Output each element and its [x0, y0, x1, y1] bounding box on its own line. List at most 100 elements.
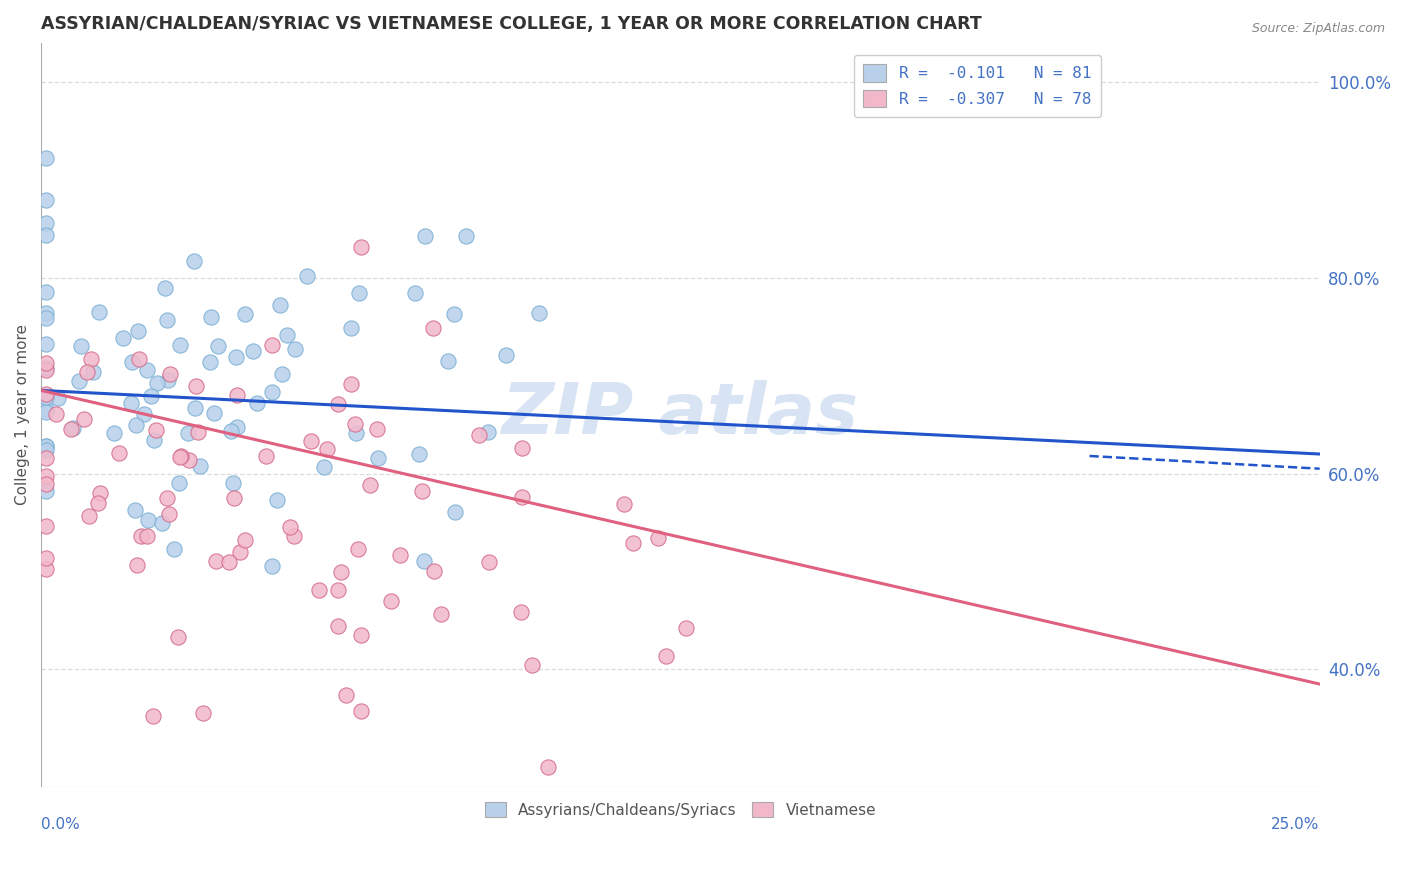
- Point: [35, 469, 58, 483]
- Point: [146, 376, 169, 391]
- Point: [367, 450, 389, 465]
- Point: [343, 417, 366, 431]
- Point: [339, 321, 361, 335]
- Point: [413, 229, 436, 244]
- Point: [443, 307, 465, 321]
- Point: [316, 442, 339, 456]
- Point: [198, 355, 221, 369]
- Point: [262, 385, 284, 400]
- Point: [284, 342, 307, 356]
- Point: [233, 533, 256, 547]
- Point: [454, 228, 477, 243]
- Point: [411, 483, 433, 498]
- Point: [183, 253, 205, 268]
- Text: 0.0%: 0.0%: [41, 817, 80, 832]
- Point: [467, 428, 489, 442]
- Point: [107, 446, 129, 460]
- Point: [112, 331, 135, 345]
- Point: [127, 324, 149, 338]
- Point: [207, 339, 229, 353]
- Point: [87, 496, 110, 510]
- Point: [169, 450, 191, 464]
- Point: [242, 343, 264, 358]
- Text: 25.0%: 25.0%: [1271, 817, 1320, 832]
- Point: [87, 305, 110, 319]
- Point: [423, 564, 446, 578]
- Point: [80, 351, 103, 366]
- Point: [35, 227, 58, 242]
- Point: [35, 311, 58, 326]
- Point: [35, 306, 58, 320]
- Point: [35, 442, 58, 457]
- Point: [167, 476, 190, 491]
- Point: [35, 483, 58, 498]
- Point: [35, 337, 58, 351]
- Point: [132, 407, 155, 421]
- Point: [136, 529, 159, 543]
- Point: [125, 417, 148, 432]
- Point: [35, 402, 58, 417]
- Point: [46, 391, 69, 405]
- Point: [422, 320, 444, 334]
- Point: [73, 411, 96, 425]
- Point: [510, 441, 533, 455]
- Point: [436, 354, 458, 368]
- Point: [187, 425, 209, 439]
- Point: [35, 386, 58, 401]
- Point: [176, 425, 198, 440]
- Point: [35, 151, 58, 165]
- Text: ASSYRIAN/CHALDEAN/SYRIAC VS VIETNAMESE COLLEGE, 1 YEAR OR MORE CORRELATION CHART: ASSYRIAN/CHALDEAN/SYRIAC VS VIETNAMESE C…: [41, 15, 981, 33]
- Point: [157, 373, 180, 387]
- Point: [82, 365, 104, 379]
- Point: [388, 549, 411, 563]
- Point: [328, 396, 350, 410]
- Text: ZIP atlas: ZIP atlas: [502, 380, 859, 450]
- Point: [346, 542, 368, 557]
- Point: [655, 648, 678, 663]
- Point: [67, 374, 90, 388]
- Point: [157, 507, 180, 521]
- Point: [246, 395, 269, 409]
- Point: [344, 425, 367, 440]
- Point: [127, 558, 149, 572]
- Point: [350, 704, 373, 718]
- Point: [145, 423, 167, 437]
- Point: [266, 492, 288, 507]
- Point: [202, 406, 225, 420]
- Point: [121, 355, 143, 369]
- Point: [76, 365, 98, 379]
- Point: [136, 362, 159, 376]
- Point: [621, 536, 644, 550]
- Point: [328, 582, 350, 597]
- Point: [35, 562, 58, 576]
- Point: [69, 339, 91, 353]
- Point: [413, 553, 436, 567]
- Point: [299, 434, 322, 448]
- Point: [205, 554, 228, 568]
- Point: [495, 348, 517, 362]
- Point: [166, 630, 188, 644]
- Point: [143, 434, 166, 448]
- Point: [647, 532, 669, 546]
- Point: [404, 286, 426, 301]
- Point: [444, 505, 467, 519]
- Point: [177, 453, 200, 467]
- Legend: Assyrians/Chaldeans/Syriacs, Vietnamese: Assyrians/Chaldeans/Syriacs, Vietnamese: [478, 796, 883, 824]
- Point: [408, 447, 430, 461]
- Point: [366, 422, 388, 436]
- Point: [254, 449, 277, 463]
- Point: [163, 541, 186, 556]
- Point: [129, 529, 152, 543]
- Text: Source: ZipAtlas.com: Source: ZipAtlas.com: [1251, 22, 1385, 36]
- Point: [429, 607, 451, 621]
- Point: [35, 518, 58, 533]
- Point: [219, 424, 242, 438]
- Point: [138, 513, 160, 527]
- Point: [79, 508, 101, 523]
- Point: [278, 520, 301, 534]
- Point: [225, 387, 247, 401]
- Point: [297, 268, 319, 283]
- Point: [124, 503, 146, 517]
- Point: [260, 338, 283, 352]
- Point: [35, 439, 58, 453]
